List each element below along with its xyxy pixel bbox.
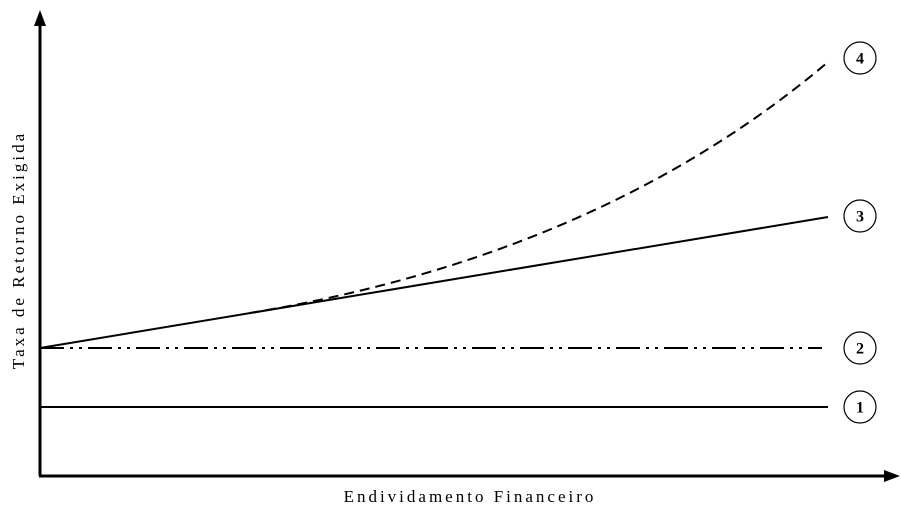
label-circle bbox=[843, 199, 877, 233]
curve-label-2: 2 bbox=[843, 331, 877, 365]
curve-4 bbox=[249, 61, 829, 314]
y-axis-arrow bbox=[34, 10, 46, 26]
curve-label-text: 2 bbox=[856, 341, 864, 358]
y-axis-label: Taxa de Retorno Exigida bbox=[9, 131, 28, 369]
curve-label-text: 1 bbox=[856, 400, 864, 417]
label-circle bbox=[843, 41, 877, 75]
label-circle bbox=[843, 390, 877, 424]
x-axis-label: Endividamento Financeiro bbox=[344, 487, 597, 506]
label-circle bbox=[843, 331, 877, 365]
curve-label-1: 1 bbox=[843, 390, 877, 424]
curve-label-text: 4 bbox=[856, 51, 864, 68]
curve-3 bbox=[39, 216, 829, 349]
curve-label-3: 3 bbox=[843, 199, 877, 233]
curve-label-4: 4 bbox=[843, 41, 877, 75]
x-axis-arrow bbox=[884, 470, 900, 482]
curve-label-text: 3 bbox=[856, 209, 864, 226]
